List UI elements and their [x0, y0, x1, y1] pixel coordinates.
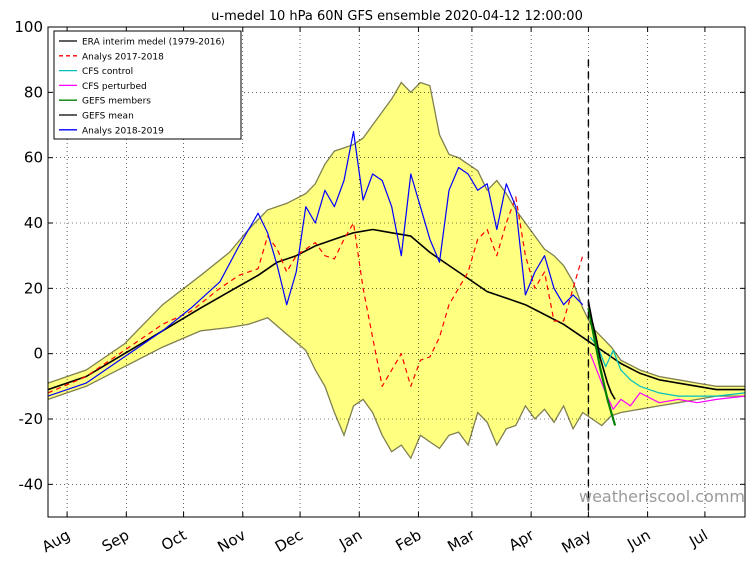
- range-band-fill: [48, 82, 745, 459]
- y-tick-label: 100: [14, 18, 43, 36]
- series-layer: [48, 130, 745, 426]
- series-line: [48, 130, 584, 397]
- legend-label: Analys 2017-2018: [82, 52, 164, 62]
- chart-title: u-medel 10 hPa 60N GFS ensemble 2020-04-…: [211, 9, 583, 24]
- series-line: [587, 301, 616, 400]
- range-band-layer: [48, 81, 745, 460]
- series-line: [589, 336, 745, 397]
- plot-frame: [47, 26, 746, 518]
- range-band-upper-edge: [48, 81, 745, 387]
- legend-label: Analys 2018-2019: [82, 126, 164, 136]
- y-tick-label: 80: [24, 83, 43, 101]
- legend-label: GEFS members: [82, 97, 151, 107]
- legend: ERA interim medel (1979-2016) Analys 2017…: [53, 30, 242, 140]
- gridlines: [48, 27, 745, 517]
- series-line: [48, 196, 584, 394]
- legend-entries: ERA interim medel (1979-2016) Analys 2017…: [59, 38, 225, 136]
- y-tick-label: 20: [24, 279, 43, 297]
- legend-box: [53, 30, 242, 140]
- watermark: weatheriscool.comm: [579, 487, 745, 506]
- y-tick-label: -40: [19, 475, 44, 493]
- plot-area: [48, 27, 745, 517]
- y-tick-label: -20: [19, 410, 44, 428]
- range-band-lower-edge: [48, 316, 745, 460]
- y-tick-label: 40: [24, 214, 43, 232]
- legend-label: CFS perturbed: [82, 82, 147, 92]
- y-tick-label: 0: [33, 345, 43, 363]
- y-tick-label: 60: [24, 149, 43, 167]
- legend-label: CFS control: [82, 67, 133, 77]
- legend-label: GEFS mean: [82, 112, 134, 122]
- legend-label: ERA interim medel (1979-2016): [82, 38, 225, 48]
- series-line: [587, 307, 617, 426]
